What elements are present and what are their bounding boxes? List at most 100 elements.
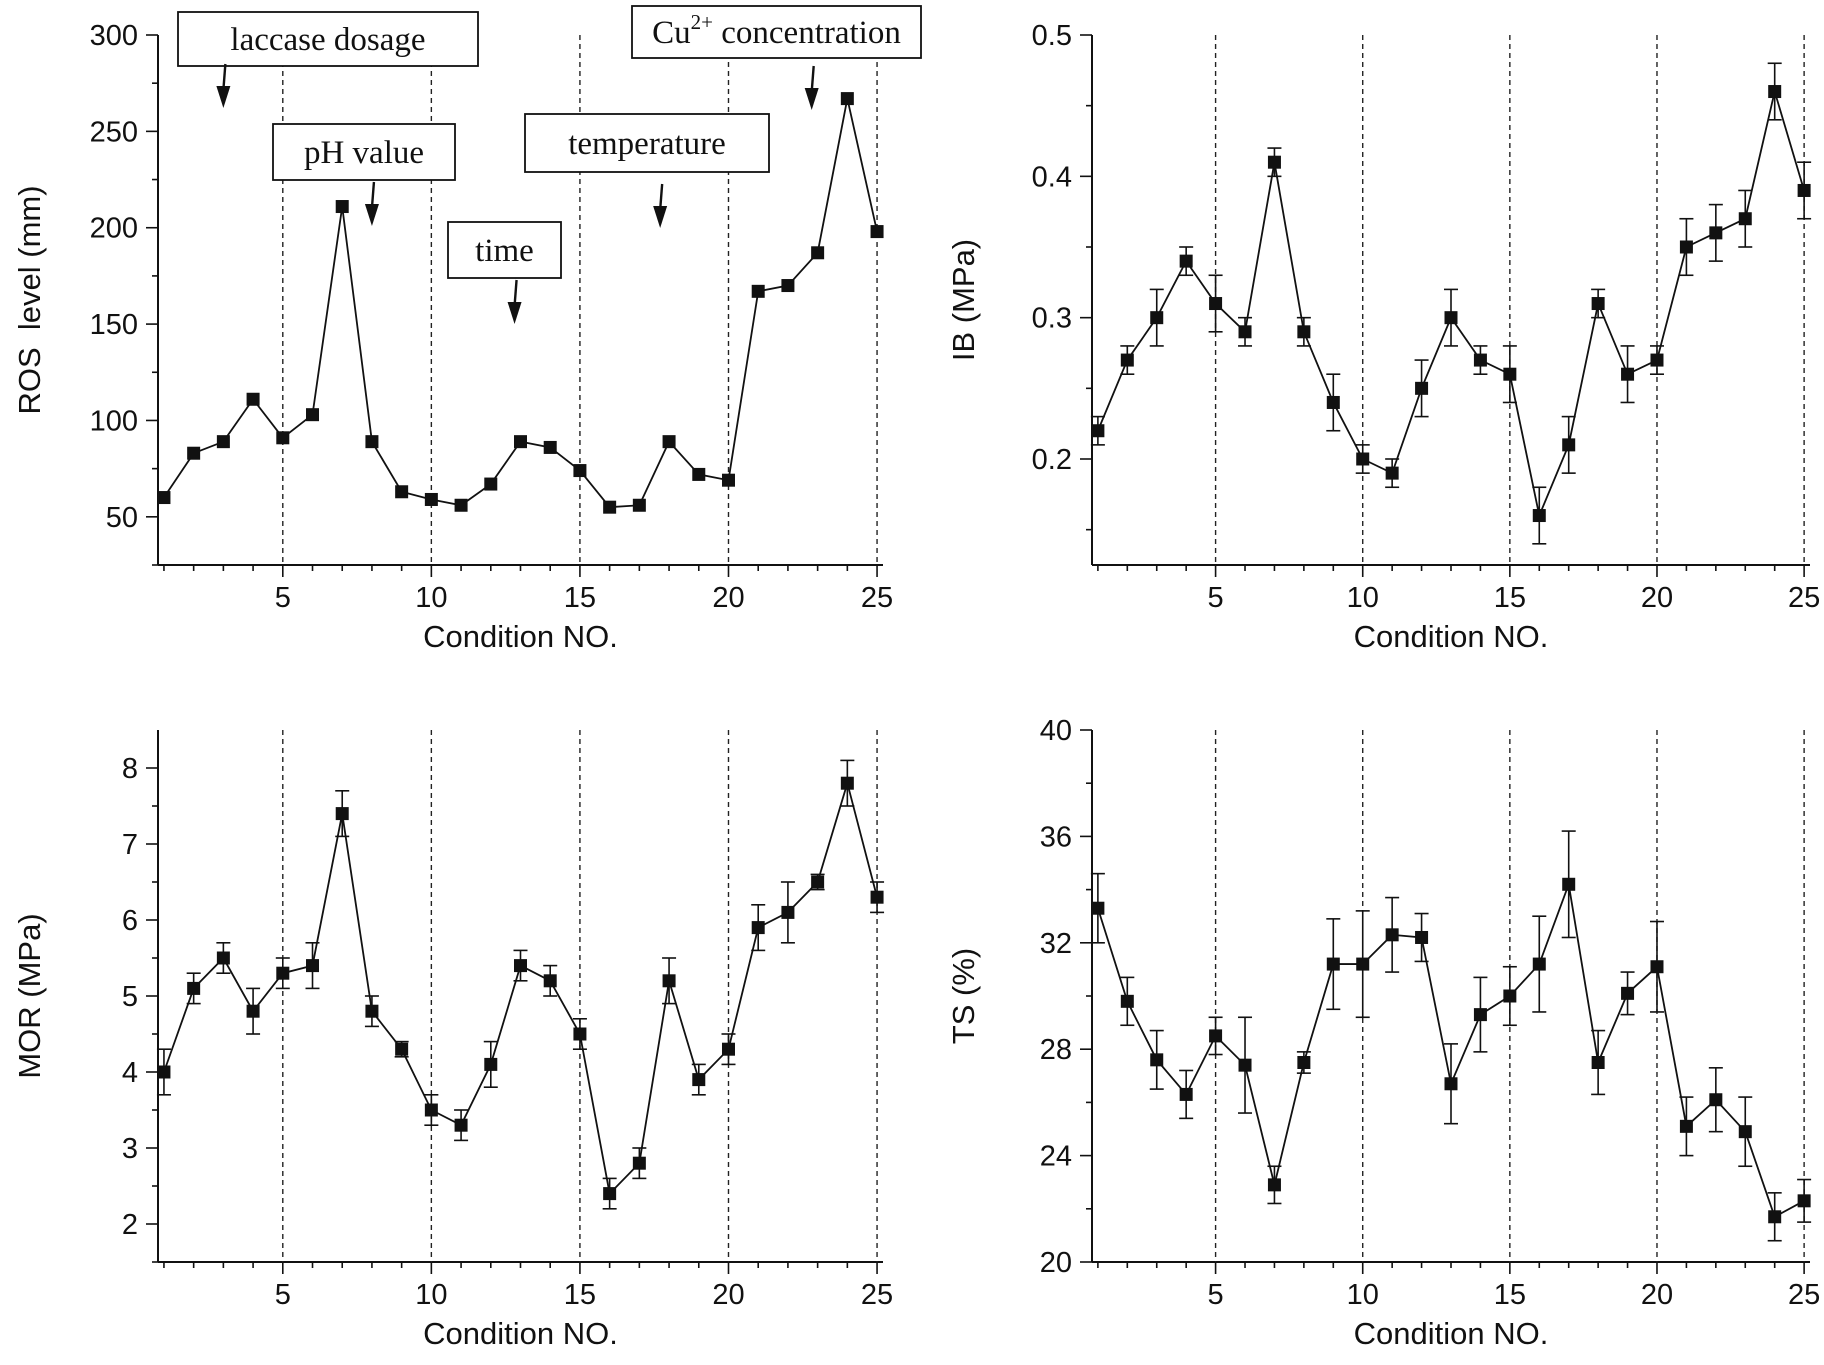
chart-panel-1: 5 10 15 20 25 50 100 150 200 250 300 Condition NO. R… [12,5,922,654]
data-point [1415,930,1429,944]
data-point [1267,1178,1281,1192]
data-point [454,1118,468,1132]
x-tick-label: 10 [415,1279,447,1311]
annotation-2: pH value [272,123,456,226]
data-point [751,284,765,298]
data-point [1415,381,1429,395]
data-point [1738,212,1752,226]
data-point [514,959,527,973]
data-point [1679,1119,1693,1133]
x-tick-label: 15 [564,1279,596,1311]
annotation-box [447,221,562,279]
annotation-box [524,113,770,173]
x-tick-label: 10 [1347,582,1379,614]
x-tick-label: 10 [415,582,447,614]
x-tick-label: 5 [1208,1279,1224,1311]
y-tick-label: 0.3 [1032,303,1072,335]
data-point [276,431,290,445]
data-point [395,485,409,499]
data-point [751,921,765,935]
data-point [187,981,201,995]
chart-panel-3: 5 10 15 20 25 2 3 4 5 6 7 8 Condition NO. MOR (MPa) [12,730,893,1351]
data-point [1650,960,1664,974]
data-point [306,408,320,422]
x-tick-label: 15 [1494,582,1526,614]
annotation-box [272,123,456,181]
data-point [543,974,557,988]
x-tick-label: 5 [275,1279,291,1311]
data-point [1326,957,1340,971]
y-axis-title: TS (%) [946,948,981,1044]
data-point [1679,240,1693,254]
y-tick-label: 28 [1040,1034,1072,1066]
data-point [840,776,854,790]
x-axis-title: Condition NO. [1354,619,1549,654]
annotation-arrow-shaft [513,279,518,307]
annotation-arrow-head [507,302,522,324]
data-point [484,1057,498,1071]
data-point [1503,367,1517,381]
data-point [1444,311,1458,325]
data-point [1473,1008,1487,1022]
data-point [306,959,320,973]
y-tick-label: 150 [90,309,138,341]
data-point [1356,452,1370,466]
x-tick-label: 20 [712,1279,744,1311]
data-point [1091,424,1105,438]
annotation-label: temperature [568,126,726,162]
data-point [454,498,468,512]
y-tick-label: 40 [1040,715,1072,747]
data-point [1709,1093,1723,1107]
data-point [187,446,201,460]
x-tick-label: 15 [1494,1279,1526,1311]
annotation-label: time [475,233,534,269]
data-point [1797,1194,1811,1208]
data-point [1120,994,1134,1008]
annotation-4: temperature [524,113,770,228]
y-tick-label: 200 [90,213,138,245]
data-point [1150,1053,1164,1067]
data-point [1591,1056,1605,1069]
data-point [692,467,706,481]
data-point [781,905,795,919]
x-tick-label: 25 [861,582,893,614]
y-axis-title: ROS level (mm) [12,185,47,414]
series-line [163,779,878,1196]
data-point [1297,1056,1311,1069]
y-tick-label: 0.5 [1032,20,1072,52]
data-point [1591,297,1605,311]
x-axis-title: Condition NO. [423,1316,618,1351]
data-point [1532,957,1546,971]
annotation-arrow-head [653,206,668,228]
y-tick-label: 6 [122,905,138,937]
data-point [335,200,349,214]
annotation-arrow-head [804,88,819,110]
data-point [840,92,854,106]
data-point [365,435,379,449]
data-point [1797,183,1811,197]
data-point [632,498,646,512]
y-axis-title: MOR (MPa) [12,913,47,1078]
data-point [514,435,527,449]
data-point [157,1065,171,1079]
chart-panel-4: 5 10 15 20 25 20 24 28 32 36 40 Condition NO. TS (%) [946,715,1820,1351]
data-point [870,890,884,904]
x-tick-label: 20 [712,582,744,614]
data-point [1444,1077,1458,1091]
data-point [1768,85,1782,99]
data-point [335,807,349,821]
annotation-label: pH value [304,135,424,171]
data-point [1150,311,1164,325]
data-point [662,974,676,988]
data-point [1209,297,1223,311]
data-point [216,435,230,449]
y-tick-label: 36 [1040,821,1072,853]
y-tick-label: 50 [106,502,138,534]
data-point [1238,325,1252,339]
data-point [1650,353,1664,367]
data-point [1621,986,1635,1000]
annotation-1: laccase dosage [177,11,479,108]
data-point [603,1187,617,1201]
data-point [1120,353,1134,367]
data-point [246,392,260,406]
